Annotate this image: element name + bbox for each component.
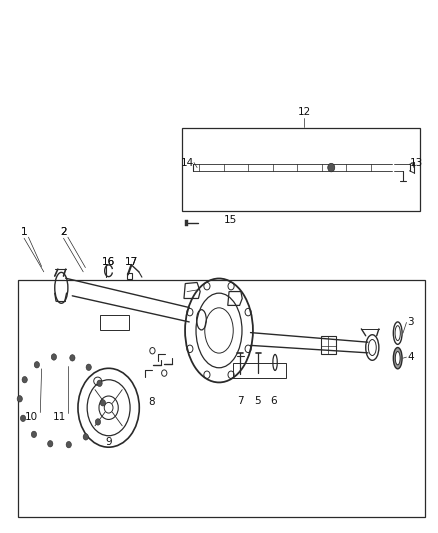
Text: 4: 4 <box>407 352 414 362</box>
Text: 2: 2 <box>60 227 67 237</box>
Circle shape <box>34 361 39 368</box>
Circle shape <box>100 400 106 406</box>
Text: 17: 17 <box>125 257 138 267</box>
Text: 1: 1 <box>21 227 28 237</box>
Circle shape <box>31 431 36 438</box>
Circle shape <box>66 441 71 448</box>
Text: 11: 11 <box>53 412 66 422</box>
Ellipse shape <box>393 348 402 369</box>
Text: 15: 15 <box>223 215 237 224</box>
Circle shape <box>83 434 88 440</box>
Bar <box>185 220 188 226</box>
Text: 17: 17 <box>125 257 138 267</box>
Circle shape <box>22 376 27 383</box>
Circle shape <box>70 354 75 361</box>
Bar <box>18 280 425 517</box>
Circle shape <box>95 419 101 425</box>
Text: 14: 14 <box>181 158 194 167</box>
Circle shape <box>97 380 102 386</box>
Text: 12: 12 <box>298 107 311 117</box>
Circle shape <box>48 441 53 447</box>
Circle shape <box>17 395 22 402</box>
Circle shape <box>51 354 57 360</box>
Text: 2: 2 <box>60 227 67 237</box>
Circle shape <box>86 364 92 370</box>
Bar <box>127 273 132 279</box>
Text: 13: 13 <box>410 158 423 167</box>
Text: 3: 3 <box>407 318 414 327</box>
Text: 1: 1 <box>21 227 28 237</box>
Text: 8: 8 <box>148 398 155 407</box>
Text: 7: 7 <box>237 396 244 406</box>
Text: 16: 16 <box>102 257 115 267</box>
Circle shape <box>328 163 335 172</box>
Bar <box>182 128 420 211</box>
Ellipse shape <box>395 352 400 365</box>
Text: 5: 5 <box>254 396 261 406</box>
Text: 10: 10 <box>25 412 38 422</box>
Circle shape <box>21 415 26 422</box>
Text: 9: 9 <box>105 438 112 447</box>
Text: 16: 16 <box>102 257 115 267</box>
Text: 6: 6 <box>270 396 277 406</box>
